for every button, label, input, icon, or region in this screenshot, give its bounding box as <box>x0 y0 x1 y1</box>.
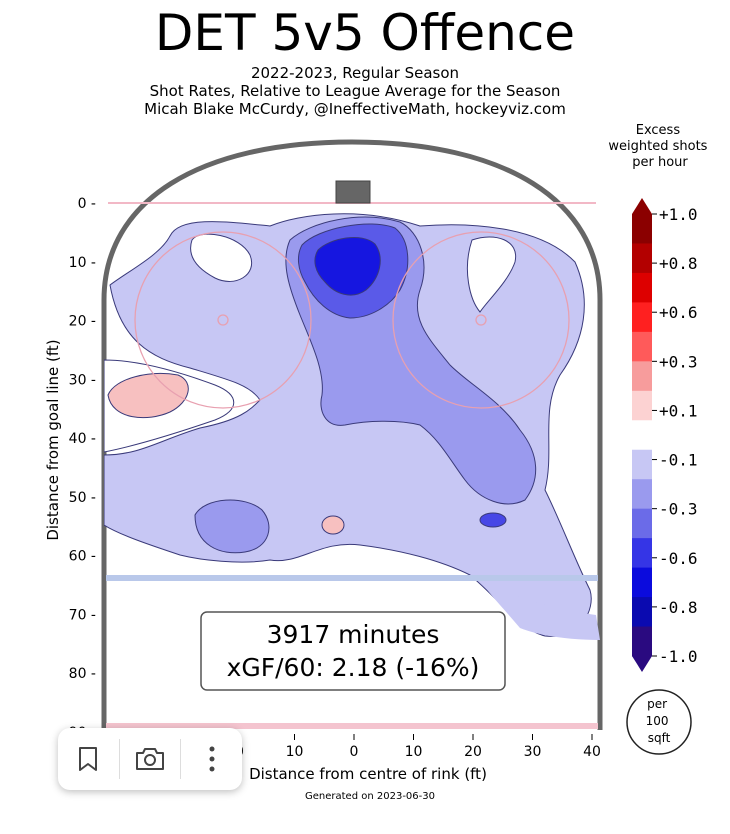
goal-net <box>335 180 371 204</box>
colorbar-tick-label: -0.3 <box>659 500 698 519</box>
colorbar-tick-label: +0.3 <box>659 352 698 371</box>
heatmap-regions <box>104 213 600 640</box>
faceoff-circle-right <box>392 231 570 409</box>
x-tick-label: 10 <box>405 744 423 760</box>
colorbar-segment <box>632 626 652 657</box>
x-axis-label: Distance from centre of rink (ft) <box>249 765 487 783</box>
colorbar-segment <box>632 508 652 539</box>
region-neutral-left <box>190 233 253 282</box>
colorbar-title: Excess weighted shots per hour <box>608 123 711 170</box>
colorbar-segment <box>632 272 652 303</box>
bookmark-button[interactable] <box>58 728 119 790</box>
colorbar-segment <box>632 420 652 451</box>
region-minus-0.8 <box>314 237 381 296</box>
subtitle-season: 2022-2023, Regular Season <box>250 64 460 82</box>
colorbar-segment <box>632 243 652 274</box>
faceoff-circle-left <box>134 231 312 409</box>
colorbar-tick-label: +0.8 <box>659 254 698 273</box>
region-minus-0.1-lower <box>480 580 600 640</box>
x-tick-label: 40 <box>583 744 601 760</box>
colorbar-segment <box>632 538 652 569</box>
stats-minutes: 3917 minutes <box>267 620 440 649</box>
region-minus-0.6-right <box>479 512 507 528</box>
colorbar-segment <box>632 214 652 244</box>
y-tick-label: 40 - <box>69 431 96 447</box>
region-neutral-right <box>466 236 517 313</box>
colorbar-segment <box>632 597 652 628</box>
colorbar-tick-label: +0.6 <box>659 303 698 322</box>
subtitle-metric: Shot Rates, Relative to League Average f… <box>149 82 561 100</box>
toolbar-divider <box>118 739 120 779</box>
y-tick-label: 30 - <box>69 372 96 388</box>
y-tick-label: 80 - <box>69 666 96 682</box>
colorbar-tick-label: -0.8 <box>659 598 698 617</box>
colorbar-tick-label: +1.0 <box>659 205 698 224</box>
more-button[interactable] <box>181 728 242 790</box>
y-tick-label: 50 - <box>69 490 96 506</box>
colorbar-segment <box>632 390 652 421</box>
stats-xgf: xGF/60: 2.18 (-16%) <box>227 653 480 682</box>
y-tick-label: 70 - <box>69 607 96 623</box>
colorbar-segment <box>632 331 652 362</box>
camera-icon <box>136 748 164 770</box>
faceoff-dot-right <box>475 314 487 326</box>
x-tick-label: 30 <box>524 744 542 760</box>
subtitle-author: Micah Blake McCurdy, @IneffectiveMath, h… <box>144 100 566 118</box>
region-plus-0.1-slot <box>321 515 345 535</box>
colorbar-tick-label: +0.1 <box>659 401 698 420</box>
unit-label: per 100 sqft <box>646 697 673 745</box>
generated-date: Generated on 2023-06-30 <box>305 791 435 802</box>
colorbar-segment <box>632 449 652 480</box>
colorbar-tick-label: -0.1 <box>659 451 698 470</box>
image-toolbar <box>58 728 242 790</box>
camera-button[interactable] <box>120 728 181 790</box>
colorbar-segment <box>632 302 652 333</box>
colorbar-segment <box>632 361 652 392</box>
region-plus-0.1-left <box>107 373 189 419</box>
colorbar-segment <box>632 479 652 510</box>
colorbar-extend-bottom <box>632 656 652 672</box>
y-tick-label: 0 - <box>78 196 96 212</box>
x-tick-label: 10 <box>286 744 304 760</box>
stats-box <box>200 611 506 691</box>
y-tick-label: 10 - <box>69 255 96 271</box>
x-tick-label: 0 <box>350 744 359 760</box>
colorbar-tick-label: -1.0 <box>659 647 698 666</box>
faceoff-dot-left <box>217 314 229 326</box>
x-tick-label: 20 <box>464 744 482 760</box>
y-axis-ticks: 0 -10 -20 -30 -40 -50 -60 -70 -80 -90 - <box>69 196 96 741</box>
colorbar-tick-label: -0.6 <box>659 549 698 568</box>
region-minus-0.3-lower-left <box>194 499 270 554</box>
more-vertical-icon <box>209 746 215 772</box>
toolbar-divider <box>180 739 182 779</box>
chart-title: DET 5v5 Offence <box>154 4 576 62</box>
bookmark-icon <box>79 747 98 771</box>
y-tick-label: 60 - <box>69 549 96 565</box>
colorbar-extend-top <box>632 198 652 214</box>
unit-circle <box>626 689 692 755</box>
colorbar: +1.0 +0.8 +0.6 +0.3 +0.1 -0.1 -0.3 -0.6 -0.8 -1.0 <box>632 198 698 672</box>
y-tick-label: 20 - <box>69 314 96 330</box>
y-axis-label: Distance from goal line (ft) <box>44 339 62 540</box>
colorbar-segment <box>632 567 652 598</box>
